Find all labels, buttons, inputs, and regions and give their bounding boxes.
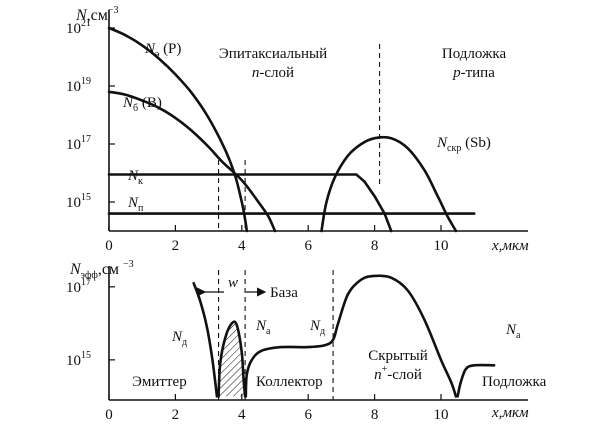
curve-ne xyxy=(107,26,249,233)
curve-na-base xyxy=(217,320,247,398)
top-y-axis-label: N,см−3 xyxy=(75,5,119,24)
region-emitter: Эмиттер xyxy=(132,374,187,390)
top-x-tick-label-8: 8 xyxy=(371,238,379,254)
bottom-x-tick-label-10: 10 xyxy=(434,407,449,423)
base-label: База xyxy=(270,285,298,301)
y-tick-label-19: 1019 xyxy=(66,76,91,95)
label-nk: Nк xyxy=(127,168,143,187)
label-ne: Nэ (P) xyxy=(144,41,181,60)
region-epitaxial-line2: n-слой xyxy=(252,65,294,81)
top-panel: N,см−3 1015 1017 1019 1021 0 2 4 6 8 10 Nэ (P) N… xyxy=(66,5,529,254)
bottom-y-axis-label: Nэфф,см −3 xyxy=(69,259,134,281)
bottom-y-ticks: 1015 1017 xyxy=(66,277,115,369)
label-np: Nп xyxy=(127,195,144,214)
curve-na-substrate xyxy=(456,363,496,398)
top-x-tick-label-10: 10 xyxy=(434,238,449,254)
y-tick-label-17: 1017 xyxy=(66,134,91,153)
y-tick-label-21: 1021 xyxy=(66,18,91,37)
bottom-x-tick-label-2: 2 xyxy=(172,407,180,423)
label-nskr: Nскр (Sb) xyxy=(436,135,491,154)
label-nd-collector: Nд xyxy=(309,318,325,337)
y-tick-label-15: 1015 xyxy=(66,350,91,369)
width-label: w xyxy=(228,275,238,291)
curve-nd-emitter xyxy=(192,281,219,398)
bottom-x-tick-label-4: 4 xyxy=(238,407,246,423)
top-x-ticks: 0 2 4 6 8 10 xyxy=(105,225,449,254)
top-x-tick-label-0: 0 xyxy=(105,238,113,254)
region-substrate-line2: p-типа xyxy=(452,65,495,81)
y-tick-label-15: 1015 xyxy=(66,192,91,211)
region-collector: Коллектор xyxy=(256,374,323,390)
bottom-x-tick-label-6: 6 xyxy=(304,407,312,423)
label-nd-emitter: Nд xyxy=(171,329,187,348)
label-nb: Nб (B) xyxy=(122,95,162,114)
curve-nb xyxy=(107,90,277,233)
top-curves xyxy=(107,26,476,233)
region-substrate: Подложка xyxy=(442,46,507,62)
curve-nk xyxy=(107,173,393,233)
region-buried-line2: n+-слой xyxy=(374,364,422,383)
region-epitaxial: Эпитаксиальный xyxy=(219,46,327,62)
top-x-tick-label-6: 6 xyxy=(304,238,312,254)
bottom-x-axis-label: x,мкм xyxy=(491,405,529,421)
top-x-tick-label-2: 2 xyxy=(172,238,180,254)
top-x-axis-label: x,мкм xyxy=(491,238,529,254)
bottom-x-ticks: 0 2 4 6 8 10 xyxy=(105,394,449,423)
region-substrate-bottom: Подложка xyxy=(482,374,547,390)
bottom-x-tick-label-0: 0 xyxy=(105,407,113,423)
curve-nd-collector xyxy=(244,274,458,398)
label-na-substrate: Nа xyxy=(505,322,521,341)
top-y-ticks: 1015 1017 1019 1021 xyxy=(66,18,115,211)
top-x-tick-label-4: 4 xyxy=(238,238,246,254)
bottom-panel: Nэфф,см −3 1015 1017 0 2 4 6 8 10 w База Nд Nа… xyxy=(66,259,547,423)
bottom-curves xyxy=(192,274,496,398)
y-tick-label-17: 1017 xyxy=(66,277,91,296)
label-na-base: Nа xyxy=(255,318,271,337)
bottom-x-tick-label-8: 8 xyxy=(371,407,379,423)
region-buried: Скрытый xyxy=(368,348,428,364)
curve-nskr xyxy=(320,135,458,233)
